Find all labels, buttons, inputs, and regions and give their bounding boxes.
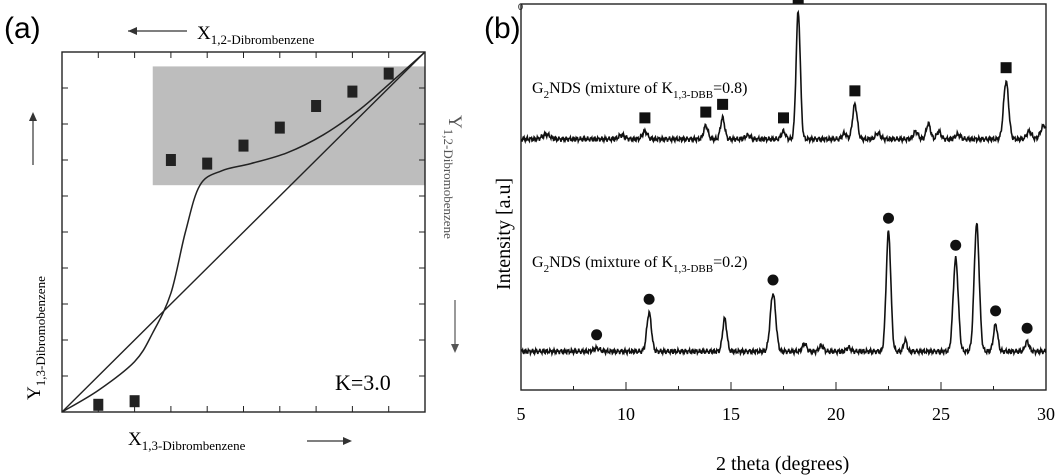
circle-peak-marker: [883, 212, 894, 224]
panel-b: (b) 0 Intensity [a.u] 2 theta (degrees) …: [484, 0, 1055, 475]
panel-a-right-label: Y1,2-Dibromobenzene: [441, 115, 465, 239]
shaded-region: [152, 66, 425, 186]
panel-a-right-arrow: [451, 300, 459, 353]
panel-b-x-tick-label: 20: [827, 404, 845, 424]
experimental-point: [311, 100, 322, 112]
panel-a-top-label: X1,2-Dibrombenzene: [197, 23, 315, 47]
panel-a-left-label: Y1,3-Dibromobenzene: [24, 276, 48, 400]
square-peak-marker: [1000, 62, 1012, 74]
circle-peak-marker: [643, 293, 655, 305]
diagonal-line: [61, 51, 426, 413]
equilibrium-curve: [61, 51, 426, 413]
circle-peak-marker: [1021, 322, 1033, 334]
panel-b-label: (b): [484, 12, 521, 45]
lower-trace: [520, 222, 1047, 357]
panel-a-left-arrow: [29, 112, 37, 165]
upper-trace-label: G2NDS (mixture of K1,3-DBB=0.8): [532, 80, 747, 101]
panel-a-bottom-label: X1,3-Dibrombenzene: [128, 429, 246, 453]
upper-trace: [520, 9, 1047, 145]
circle-peak-marker: [591, 329, 603, 341]
square-peak-marker: [717, 98, 729, 110]
square-peak-marker: [792, 0, 804, 4]
k-annotation: K=3.0: [335, 370, 391, 395]
square-peak-marker: [700, 106, 712, 118]
experimental-point: [383, 67, 394, 80]
experimental-point: [93, 398, 104, 411]
circle-peak-marker: [950, 239, 962, 251]
panel-b-x-tick-label: 25: [932, 404, 950, 424]
panel-a: (a) X1,2-Dibrombenzene X1,3-Dibrombenzen…: [4, 12, 465, 453]
square-peak-marker: [639, 112, 651, 124]
panel-a-top-arrow: [128, 27, 187, 35]
panel-a-label: (a): [4, 12, 41, 45]
panel-b-x-tick-label: 10: [617, 404, 635, 424]
panel-b-xlabel: 2 theta (degrees): [716, 453, 849, 475]
lower-trace-label: G2NDS (mixture of K1,3-DBB=0.2): [532, 254, 747, 275]
circle-peak-marker: [767, 274, 779, 286]
panel-b-x-tick-label: 15: [722, 404, 740, 424]
panel-a-bottom-arrow: [307, 437, 352, 445]
experimental-point: [274, 121, 285, 134]
square-peak-marker: [778, 112, 789, 124]
panel-b-x-tick-label: 30: [1037, 404, 1055, 424]
panel-b-plot: 5 10 15 20 25 30: [517, 0, 1055, 424]
experimental-point: [347, 85, 358, 98]
experimental-point: [165, 154, 176, 166]
circle-peak-marker: [990, 305, 1002, 317]
panel-b-x-tick-label: 5: [517, 404, 526, 424]
square-peak-marker: [849, 85, 861, 97]
panel-a-plot: [61, 51, 426, 413]
experimental-point: [238, 139, 249, 152]
experimental-point: [129, 395, 140, 408]
panel-b-ylabel: Intensity [a.u]: [493, 178, 515, 290]
experimental-point: [202, 157, 213, 170]
